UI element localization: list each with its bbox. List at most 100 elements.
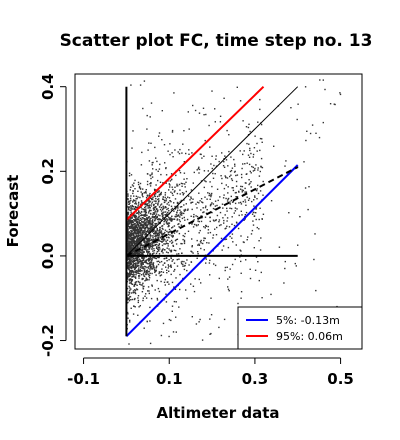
- scatter-point: [183, 242, 186, 245]
- scatter-point: [130, 199, 132, 202]
- scatter-point: [209, 198, 211, 200]
- scatter-point: [144, 219, 146, 221]
- scatter-point: [152, 161, 154, 164]
- scatter-point: [179, 273, 181, 276]
- scatter-point: [158, 190, 160, 192]
- scatter-point: [234, 210, 237, 212]
- scatter-point: [130, 227, 132, 229]
- scatter-point: [160, 219, 163, 221]
- scatter-point: [154, 218, 156, 220]
- scatter-point: [129, 237, 131, 239]
- scatter-point: [167, 215, 169, 217]
- scatter-point: [145, 241, 147, 243]
- scatter-point: [128, 220, 130, 222]
- scatter-point: [209, 231, 212, 234]
- scatter-point: [128, 291, 130, 293]
- scatter-point: [133, 257, 135, 260]
- scatter-point: [174, 205, 176, 208]
- scatter-point: [131, 226, 133, 228]
- scatter-point: [182, 183, 184, 185]
- scatter-point: [218, 277, 220, 280]
- scatter-point: [154, 224, 156, 226]
- scatter-point: [132, 242, 134, 244]
- scatter-point: [196, 169, 198, 171]
- scatter-point: [129, 205, 132, 207]
- scatter-point: [145, 256, 147, 258]
- scatter-point: [140, 224, 143, 227]
- scatter-point: [132, 266, 135, 268]
- scatter-point: [176, 265, 179, 267]
- scatter-point: [229, 170, 232, 173]
- scatter-point: [211, 167, 213, 170]
- scatter-point: [145, 279, 147, 281]
- scatter-point: [139, 283, 141, 285]
- scatter-point: [141, 253, 143, 255]
- scatter-point: [131, 275, 134, 278]
- scatter-point: [198, 172, 200, 174]
- scatter-point: [138, 216, 140, 218]
- scatter-point: [142, 282, 144, 284]
- scatter-point: [136, 284, 138, 286]
- scatter-point: [134, 223, 136, 225]
- scatter-point: [179, 206, 182, 208]
- scatter-point: [131, 230, 133, 233]
- scatter-point: [146, 218, 149, 221]
- scatter-point: [140, 270, 142, 272]
- scatter-point: [252, 166, 254, 169]
- scatter-point: [222, 245, 225, 247]
- scatter-point: [128, 257, 130, 260]
- scatter-point: [198, 112, 201, 114]
- scatter-point: [157, 214, 160, 216]
- scatter-point: [183, 199, 185, 201]
- scatter-point: [234, 207, 237, 209]
- scatter-point: [128, 209, 130, 211]
- scatter-point: [242, 120, 244, 122]
- scatter-point: [143, 248, 145, 250]
- scatter-point: [227, 197, 230, 200]
- scatter-point: [127, 223, 129, 226]
- scatter-point: [164, 206, 167, 209]
- scatter-point: [150, 217, 152, 219]
- scatter-point: [180, 206, 183, 208]
- scatter-point: [148, 267, 150, 269]
- scatter-point: [134, 247, 137, 249]
- scatter-point: [171, 129, 174, 132]
- scatter-point: [129, 265, 131, 267]
- scatter-point: [134, 291, 136, 294]
- scatter-point: [129, 264, 131, 266]
- scatter-point: [161, 215, 164, 217]
- scatter-point: [167, 264, 169, 266]
- scatter-point: [158, 232, 161, 234]
- scatter-point: [146, 242, 148, 245]
- scatter-point: [238, 202, 240, 204]
- scatter-point: [127, 226, 129, 228]
- scatter-point: [244, 187, 246, 190]
- scatter-point: [243, 150, 245, 152]
- scatter-point: [128, 246, 130, 248]
- scatter-point: [205, 205, 207, 207]
- scatter-point: [255, 212, 257, 214]
- scatter-point: [209, 205, 212, 207]
- scatter-point: [130, 240, 133, 243]
- scatter-point: [129, 319, 131, 322]
- scatter-point: [189, 199, 191, 201]
- scatter-point: [315, 289, 317, 292]
- scatter-point: [153, 216, 155, 218]
- scatter-point: [202, 207, 204, 209]
- scatter-point: [157, 209, 159, 211]
- scatter-point: [226, 217, 229, 219]
- scatter-point: [143, 227, 146, 230]
- scatter-point: [149, 220, 151, 222]
- scatter-point: [299, 216, 301, 218]
- scatter-point: [203, 155, 205, 157]
- scatter-point: [133, 236, 135, 239]
- scatter-point: [144, 227, 147, 230]
- scatter-point: [197, 224, 199, 226]
- scatter-point: [227, 246, 230, 249]
- scatter-point: [167, 201, 170, 204]
- scatter-point: [178, 152, 181, 155]
- scatter-point: [175, 239, 177, 241]
- scatter-point: [234, 165, 236, 167]
- scatter-point: [136, 251, 138, 253]
- scatter-point: [150, 177, 152, 180]
